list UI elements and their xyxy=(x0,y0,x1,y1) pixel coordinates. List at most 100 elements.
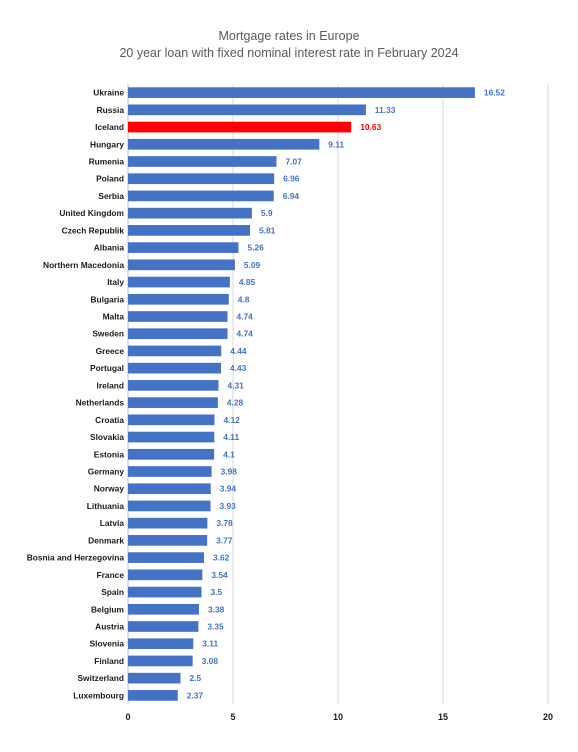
category-label: Hungary xyxy=(90,139,124,149)
category-label: Belgium xyxy=(91,604,124,614)
bar xyxy=(128,173,275,185)
category-label: Finland xyxy=(94,656,124,666)
bar xyxy=(128,104,366,116)
value-label: 4.28 xyxy=(227,398,244,408)
bar xyxy=(128,225,251,236)
value-label: 4.8 xyxy=(238,294,250,304)
value-label: 3.93 xyxy=(220,501,237,511)
category-label: Iceland xyxy=(95,122,124,132)
value-label: 3.11 xyxy=(202,639,218,649)
category-label: Latvia xyxy=(100,518,125,528)
category-label: Serbia xyxy=(98,191,124,201)
bar xyxy=(128,138,320,150)
category-label: Germany xyxy=(88,467,125,477)
category-label: Greece xyxy=(96,346,125,356)
category-label: Sweden xyxy=(92,329,124,339)
value-label: 3.78 xyxy=(216,518,233,528)
value-label: 16.52 xyxy=(484,88,505,98)
category-label: France xyxy=(97,570,125,580)
value-label: 4.1 xyxy=(223,449,235,459)
chart-subtitle: 20 year loan with fixed nominal interest… xyxy=(119,46,458,60)
bars xyxy=(128,87,475,701)
value-label: 9.11 xyxy=(328,139,344,149)
category-label: Poland xyxy=(96,174,124,184)
category-label: Albania xyxy=(94,243,125,253)
bar xyxy=(128,638,194,650)
value-label: 4.44 xyxy=(230,346,247,356)
bar xyxy=(128,156,277,167)
bar xyxy=(128,466,212,477)
category-label: Russia xyxy=(97,105,125,115)
value-label: 3.98 xyxy=(221,467,238,477)
x-tick-label: 5 xyxy=(230,712,235,722)
bar xyxy=(128,190,274,202)
value-label: 5.26 xyxy=(247,243,264,253)
value-label: 5.81 xyxy=(259,225,276,235)
bar xyxy=(128,483,211,495)
bar xyxy=(128,293,229,305)
bar xyxy=(128,87,475,98)
bar xyxy=(128,259,235,271)
bar xyxy=(128,397,218,408)
category-labels: Ukraine Russia Iceland Hungary Rumenia Poland… xyxy=(27,88,125,701)
bar xyxy=(128,380,219,391)
value-label: 3.35 xyxy=(207,622,224,632)
value-label: 3.77 xyxy=(216,535,233,545)
value-label: 3.08 xyxy=(202,656,219,666)
bar xyxy=(128,431,215,443)
category-label: Norway xyxy=(94,484,125,494)
bar xyxy=(128,207,252,219)
bar xyxy=(128,569,203,581)
category-label: Slovenia xyxy=(90,639,125,649)
value-labels: 16.52 11.33 10.63 9.11 7.07 6.96 6.94 5.9 5.81 5.… xyxy=(187,88,505,701)
category-label: Bosnia and Herzegovina xyxy=(27,553,125,563)
category-label: Switzerland xyxy=(77,673,124,683)
value-label: 4.12 xyxy=(224,415,241,425)
category-label: Portugal xyxy=(90,363,124,373)
category-label: Italy xyxy=(107,277,124,287)
bar xyxy=(128,672,181,684)
category-label: Netherlands xyxy=(76,398,125,408)
value-label: 5.09 xyxy=(244,260,261,270)
category-label: Luxembourg xyxy=(73,690,124,700)
category-label: Ireland xyxy=(97,380,124,390)
bar xyxy=(128,621,199,632)
value-label: 3.38 xyxy=(208,604,225,614)
value-label: 4.74 xyxy=(237,329,254,339)
bar xyxy=(128,362,222,374)
value-label: 3.62 xyxy=(213,553,230,563)
value-label: 4.74 xyxy=(237,312,254,322)
x-tick-label: 20 xyxy=(543,712,553,722)
value-label: 4.31 xyxy=(228,380,245,390)
value-label: 4.85 xyxy=(239,277,256,287)
value-label: 2.5 xyxy=(190,673,202,683)
value-label: 3.94 xyxy=(220,484,237,494)
bar xyxy=(128,328,228,340)
bar xyxy=(128,414,215,426)
value-label: 4.11 xyxy=(223,432,239,442)
value-label: 5.9 xyxy=(261,208,273,218)
category-label: Denmark xyxy=(88,535,124,545)
bar xyxy=(128,552,205,563)
x-axis-ticks: 0 5 10 15 20 xyxy=(125,712,553,722)
value-label: 3.5 xyxy=(211,587,223,597)
bar xyxy=(128,345,222,357)
bar xyxy=(128,655,193,667)
gridlines xyxy=(127,84,549,704)
value-label: 2.37 xyxy=(187,690,204,700)
category-label: Slovakia xyxy=(90,432,124,442)
category-label: Croatia xyxy=(95,415,124,425)
value-label: 7.07 xyxy=(285,157,302,167)
value-label: 3.54 xyxy=(211,570,228,580)
category-label: Bulgaria xyxy=(90,294,124,304)
bar xyxy=(128,517,208,529)
bar xyxy=(128,535,208,546)
bar xyxy=(128,586,202,598)
category-label: Spain xyxy=(101,587,124,597)
x-tick-label: 10 xyxy=(333,712,343,722)
bar xyxy=(128,690,178,701)
category-label: United Kingdom xyxy=(59,208,124,218)
bar xyxy=(128,500,211,512)
category-label: Lithuania xyxy=(87,501,125,511)
